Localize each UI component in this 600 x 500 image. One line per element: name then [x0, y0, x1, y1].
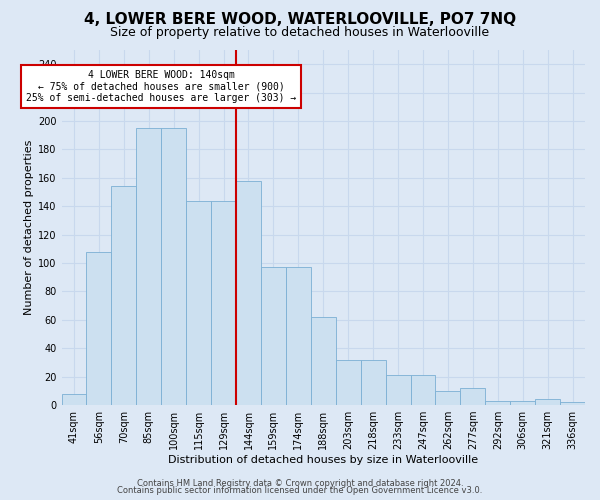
Bar	[535, 400, 560, 405]
Bar	[485, 401, 510, 405]
Bar	[410, 376, 436, 405]
Bar	[86, 252, 112, 405]
Text: 4, LOWER BERE WOOD, WATERLOOVILLE, PO7 7NQ: 4, LOWER BERE WOOD, WATERLOOVILLE, PO7 7…	[84, 12, 516, 28]
Bar	[436, 391, 460, 405]
Text: Size of property relative to detached houses in Waterlooville: Size of property relative to detached ho…	[110, 26, 490, 39]
Bar	[560, 402, 585, 405]
Bar	[336, 360, 361, 405]
Bar	[311, 317, 336, 405]
Bar	[510, 401, 535, 405]
Bar	[236, 180, 261, 405]
Bar	[361, 360, 386, 405]
Text: 4 LOWER BERE WOOD: 140sqm
← 75% of detached houses are smaller (900)
25% of semi: 4 LOWER BERE WOOD: 140sqm ← 75% of detac…	[26, 70, 296, 103]
Text: Contains public sector information licensed under the Open Government Licence v3: Contains public sector information licen…	[118, 486, 482, 495]
X-axis label: Distribution of detached houses by size in Waterlooville: Distribution of detached houses by size …	[168, 455, 478, 465]
Bar	[211, 200, 236, 405]
Bar	[186, 200, 211, 405]
Y-axis label: Number of detached properties: Number of detached properties	[24, 140, 34, 315]
Bar	[62, 394, 86, 405]
Bar	[261, 268, 286, 405]
Text: Contains HM Land Registry data © Crown copyright and database right 2024.: Contains HM Land Registry data © Crown c…	[137, 478, 463, 488]
Bar	[460, 388, 485, 405]
Bar	[286, 268, 311, 405]
Bar	[136, 128, 161, 405]
Bar	[112, 186, 136, 405]
Bar	[161, 128, 186, 405]
Bar	[386, 376, 410, 405]
